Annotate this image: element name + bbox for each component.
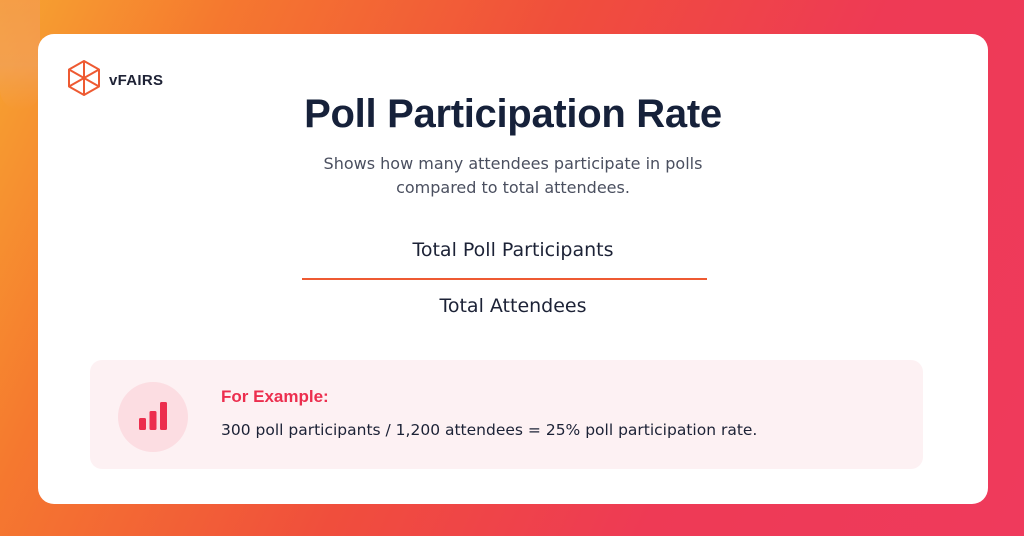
- fraction-divider: [302, 278, 707, 280]
- bar-chart-icon: [136, 398, 170, 436]
- page-subtitle: Shows how many attendees participate in …: [323, 154, 703, 197]
- example-label: For Example:: [221, 387, 329, 406]
- content-card: vFAIRS Poll Participation Rate Shows how…: [38, 34, 988, 504]
- example-box: For Example: 300 poll participants / 1,2…: [90, 360, 923, 469]
- hexagon-cube-logo-icon: [67, 59, 101, 101]
- formula-numerator: Total Poll Participants: [412, 239, 614, 261]
- example-icon-badge: [118, 382, 188, 452]
- background-decoration: [0, 0, 40, 110]
- brand-logo: vFAIRS: [67, 59, 163, 101]
- formula-denominator: Total Attendees: [439, 295, 587, 317]
- example-text: 300 poll participants / 1,200 attendees …: [221, 421, 758, 439]
- page-title: Poll Participation Rate: [304, 92, 722, 136]
- brand-name: vFAIRS: [109, 71, 164, 89]
